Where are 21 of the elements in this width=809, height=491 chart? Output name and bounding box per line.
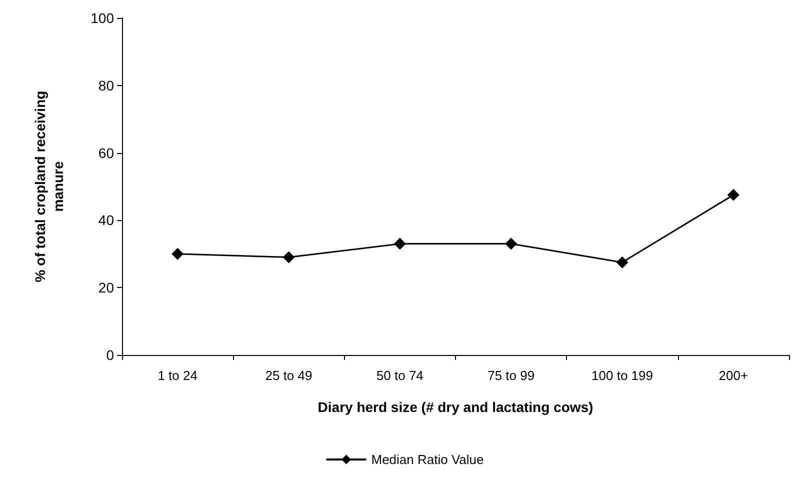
y-tick-label: 40 [98,212,114,228]
y-tick-label: 20 [98,280,114,296]
point [394,238,406,250]
legend-label: Median Ratio Value [371,452,484,467]
x-tick-label: 50 to 74 [376,368,424,383]
y-tick-label: 0 [106,347,114,363]
point [616,256,628,268]
x-tick-label: 25 to 49 [265,368,312,383]
point [282,251,295,264]
x-tick-label: 1 to 24 [158,368,198,383]
point [727,188,740,201]
y-axis-title: % of total cropland receiving manure [32,90,66,282]
point [172,248,184,260]
y-tick-label: 80 [98,77,114,94]
x-axis-title: Diary herd size (# dry and lactating cows) [318,399,594,415]
x-tick-label: 100 to 199 [592,368,653,383]
x-tick-label: 75 to 99 [488,368,535,383]
point [505,238,518,250]
y-tick-label: 100 [90,10,114,26]
x-tick-label: 200+ [718,368,748,383]
y-tick-label: 60 [98,144,114,161]
